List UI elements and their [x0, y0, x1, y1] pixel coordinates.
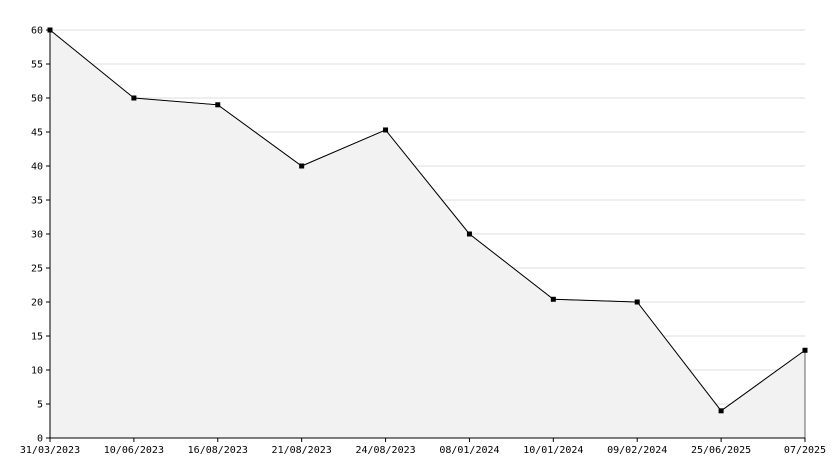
x-tick-label: 25/06/2025	[691, 445, 751, 456]
point-marker	[299, 163, 305, 169]
y-tick-label: 20	[31, 298, 43, 309]
y-tick-label: 55	[31, 60, 43, 71]
x-tick-label: 24/08/2023	[355, 445, 415, 456]
x-tick-label: 31/03/2023	[20, 445, 80, 456]
y-tick-label: 10	[31, 366, 43, 377]
y-tick-label: 35	[31, 196, 43, 207]
line	[49, 29, 806, 412]
point-marker	[634, 299, 640, 305]
y-tick-label: 30	[31, 230, 43, 241]
point-marker	[383, 127, 389, 133]
y-tick-label: 5	[37, 400, 43, 411]
point-marker	[466, 231, 472, 237]
y-tick-label: 25	[31, 264, 43, 275]
y-tick-label: 15	[31, 332, 43, 343]
point-marker	[215, 102, 221, 108]
y-tick-label: 45	[31, 128, 43, 139]
point-marker	[131, 95, 137, 101]
x-tick-label: 10/06/2023	[104, 445, 164, 456]
x-tick-label: 10/01/2024	[523, 445, 583, 456]
x-tick-label: 16/08/2023	[188, 445, 248, 456]
point-marker	[802, 347, 808, 353]
point-marker	[718, 408, 724, 414]
y-tick-label: 60	[31, 26, 43, 37]
point-marker	[550, 296, 556, 302]
x-tick-label: 08/01/2024	[439, 445, 499, 456]
x-tick-label: 07/2025	[784, 445, 826, 456]
y-tick-label: 40	[31, 162, 43, 173]
x-tick-label: 21/08/2023	[272, 445, 332, 456]
y-tick-label: 50	[31, 94, 43, 105]
y-tick-label: 0	[37, 434, 43, 445]
x-tick-label: 09/02/2024	[607, 445, 667, 456]
